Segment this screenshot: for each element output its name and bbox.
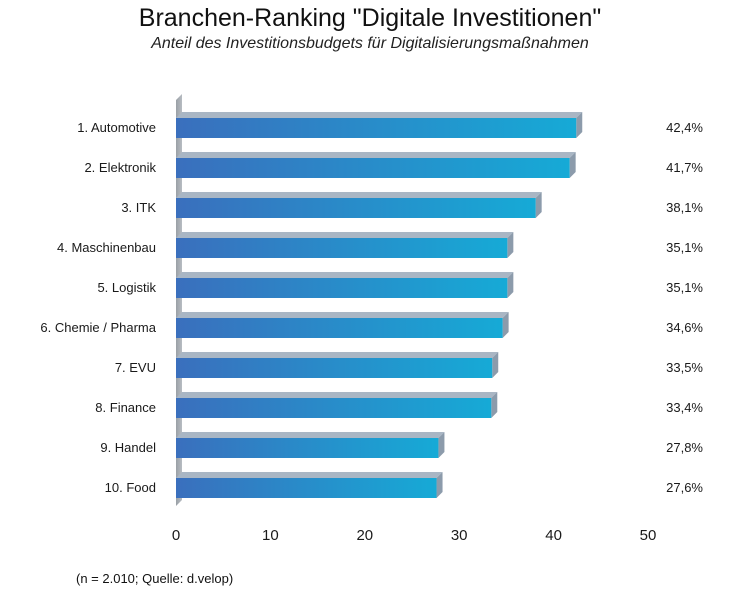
category-label: 10. Food <box>105 480 156 495</box>
bar-group <box>176 392 498 418</box>
value-label: 34,6% <box>666 320 703 335</box>
bar-top-face <box>176 192 542 198</box>
category-label: 5. Logistik <box>97 280 156 295</box>
category-label: 2. Elektronik <box>84 160 156 175</box>
chart-title: Branchen-Ranking "Digitale Investitionen… <box>138 4 602 32</box>
bar-side-face <box>436 472 443 498</box>
value-label: 27,6% <box>666 480 703 495</box>
value-label: 38,1% <box>666 200 703 215</box>
bar-side-face <box>491 392 498 418</box>
bar-side-face <box>438 432 445 458</box>
category-label: 8. Finance <box>95 400 156 415</box>
bar-top-face <box>176 112 583 118</box>
bar-group <box>176 152 576 178</box>
x-tick-label: 10 <box>262 527 279 544</box>
bar <box>176 278 508 298</box>
bar-side-face <box>502 312 509 338</box>
bar-side-face <box>576 112 583 138</box>
bar-top-face <box>176 312 509 318</box>
bar-top-face <box>176 232 514 238</box>
value-label: 41,7% <box>666 160 703 175</box>
bar-side-face <box>507 232 514 258</box>
chart-subtitle: Anteil des Investitionsbudgets für Digit… <box>151 35 589 52</box>
bar-group <box>176 272 514 298</box>
category-label: 1. Automotive <box>77 120 156 135</box>
bar-side-face <box>507 272 514 298</box>
bar-top-face <box>176 392 498 398</box>
x-tick-label: 40 <box>545 527 562 544</box>
value-label: 35,1% <box>666 240 703 255</box>
bar-group <box>176 352 499 378</box>
value-label: 35,1% <box>666 280 703 295</box>
value-label: 42,4% <box>666 120 703 135</box>
bar <box>176 158 570 178</box>
bar-group <box>176 112 583 138</box>
category-label: 4. Maschinenbau <box>57 240 156 255</box>
bar <box>176 118 577 138</box>
bar-group <box>176 432 445 458</box>
bar-group <box>176 312 509 338</box>
bar-group <box>176 192 542 218</box>
bar-top-face <box>176 432 445 438</box>
value-label: 33,4% <box>666 400 703 415</box>
bar-top-face <box>176 272 514 278</box>
bar-group <box>176 472 443 498</box>
x-tick-label: 30 <box>451 527 468 544</box>
category-label: 7. EVU <box>115 360 156 375</box>
category-label: 6. Chemie / Pharma <box>40 320 156 335</box>
bar-side-face <box>569 152 576 178</box>
bar-side-face <box>492 352 499 378</box>
x-tick-label: 20 <box>356 527 373 544</box>
bar-group <box>176 232 514 258</box>
bar-top-face <box>176 152 576 158</box>
bar-side-face <box>535 192 542 218</box>
bar-top-face <box>176 472 443 478</box>
source-note: (n = 2.010; Quelle: d.velop) <box>76 571 234 586</box>
bar <box>176 398 492 418</box>
bar <box>176 438 439 458</box>
bar <box>176 238 508 258</box>
bar <box>176 358 493 378</box>
x-tick-label: 50 <box>640 527 657 544</box>
bar <box>176 198 536 218</box>
category-label: 9. Handel <box>100 440 156 455</box>
bar <box>176 318 503 338</box>
value-label: 33,5% <box>666 360 703 375</box>
bar-top-face <box>176 352 499 358</box>
x-tick-label: 0 <box>172 527 180 544</box>
value-label: 27,8% <box>666 440 703 455</box>
bar <box>176 478 437 498</box>
category-label: 3. ITK <box>121 200 156 215</box>
